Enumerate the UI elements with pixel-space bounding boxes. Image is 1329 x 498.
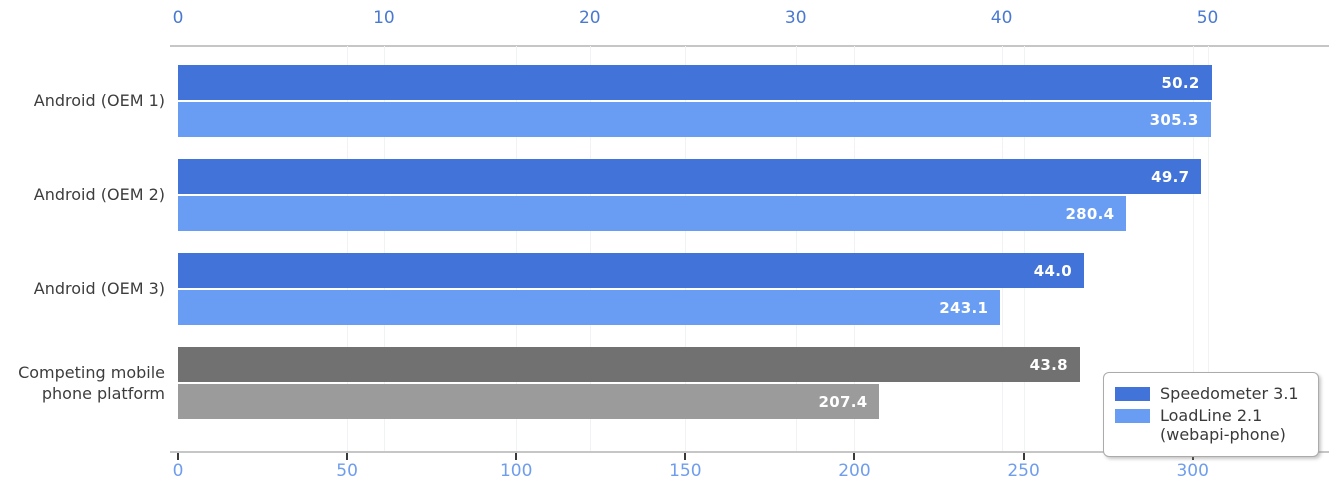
bar-value-label: 207.4 [818, 392, 868, 411]
bar-speedometer: 49.7 [178, 159, 1202, 194]
bar-value-label: 305.3 [1149, 110, 1199, 129]
bottom-axis-tick-mark [853, 453, 856, 460]
bar-group: 50.2 305.3 [178, 65, 1329, 137]
gridline [383, 46, 385, 451]
bottom-axis-tick-mark [1022, 453, 1025, 460]
bar-loadline: 305.3 [178, 102, 1211, 137]
bar-value-label: 243.1 [939, 298, 989, 317]
category-label: Competing mobile phone platform [18, 362, 165, 403]
bottom-axis-tick-labels: 0 50 100 150 200 250 300 [173, 461, 1329, 487]
top-axis-tick-label: 20 [578, 8, 601, 28]
bottom-axis-tick-mark [346, 453, 349, 460]
loadline-swatch-icon [1115, 409, 1150, 424]
bar-loadline: 280.4 [178, 196, 1127, 231]
gridline [795, 46, 797, 451]
gridline [589, 46, 591, 451]
top-axis-tick-label: 0 [172, 8, 184, 28]
bar-loadline: 207.4 [178, 384, 880, 419]
legend-entry: LoadLine 2.1 (webapi-phone) [1115, 406, 1306, 444]
bottom-axis-tick-label: 50 [336, 461, 358, 481]
bottom-axis-tick-label: 200 [838, 461, 871, 481]
bottom-axis-tick-label: 250 [1007, 461, 1040, 481]
gridline [1192, 46, 1194, 451]
bar-speedometer: 44.0 [178, 253, 1084, 288]
top-axis-line [170, 45, 1329, 47]
legend-entry-label: Speedometer 3.1 [1160, 384, 1299, 403]
bar-value-label: 280.4 [1065, 204, 1115, 223]
legend-entry: Speedometer 3.1 [1115, 384, 1306, 403]
bar-value-label: 49.7 [1151, 167, 1190, 186]
legend: Speedometer 3.1 LoadLine 2.1 (webapi-pho… [1103, 372, 1319, 457]
bottom-axis-tick-mark [177, 453, 179, 460]
top-axis-tick-label: 30 [784, 8, 807, 28]
gridline [685, 46, 687, 451]
bottom-axis-tick-label: 0 [172, 461, 184, 481]
plot-area: 50.2 305.3 49.7 280.4 44.0 243.1 43.8 207.4 [178, 46, 1329, 451]
category-label: Android (OEM 1) [33, 91, 165, 111]
bar-value-label: 43.8 [1029, 355, 1068, 374]
bar-value-label: 50.2 [1161, 73, 1200, 92]
bottom-axis-line [170, 451, 1329, 453]
bar-speedometer: 50.2 [178, 65, 1212, 100]
speedometer-swatch-icon [1115, 387, 1150, 401]
gridline [1207, 46, 1209, 451]
gridline [347, 46, 349, 451]
top-axis-tick-label: 40 [990, 8, 1013, 28]
top-axis-tick-labels: 0 10 20 30 40 50 [173, 8, 1329, 34]
bar-loadline: 243.1 [178, 290, 1001, 325]
category-label: Android (OEM 3) [33, 279, 165, 299]
bar-value-label: 44.0 [1033, 261, 1072, 280]
bar-speedometer: 43.8 [178, 347, 1080, 382]
gridline [854, 46, 856, 451]
bar-group: 44.0 243.1 [178, 253, 1329, 325]
category-label: Android (OEM 2) [33, 185, 165, 205]
bottom-axis-tick-mark [515, 453, 518, 460]
bar-group: 43.8 207.4 [178, 347, 1329, 419]
top-axis-tick-label: 10 [373, 8, 395, 28]
legend-entry-label: LoadLine 2.1 (webapi-phone) [1160, 406, 1286, 445]
gridline [1001, 46, 1003, 451]
bottom-axis-tick-label: 100 [499, 461, 533, 481]
gridline [516, 46, 518, 451]
bottom-axis-tick-label: 150 [669, 461, 702, 481]
bottom-axis-tick-label: 300 [1176, 461, 1209, 481]
bottom-axis-tick-mark [684, 453, 687, 460]
gridline [1023, 46, 1025, 451]
top-axis-tick-label: 50 [1196, 8, 1219, 28]
bar-group: 49.7 280.4 [178, 159, 1329, 231]
